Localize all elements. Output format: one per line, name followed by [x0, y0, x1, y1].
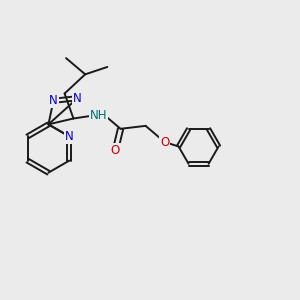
- Text: O: O: [111, 144, 120, 158]
- Text: O: O: [160, 136, 169, 148]
- Text: N: N: [49, 94, 58, 107]
- Text: N: N: [73, 92, 82, 105]
- Text: N: N: [65, 130, 74, 143]
- Text: NH: NH: [90, 109, 107, 122]
